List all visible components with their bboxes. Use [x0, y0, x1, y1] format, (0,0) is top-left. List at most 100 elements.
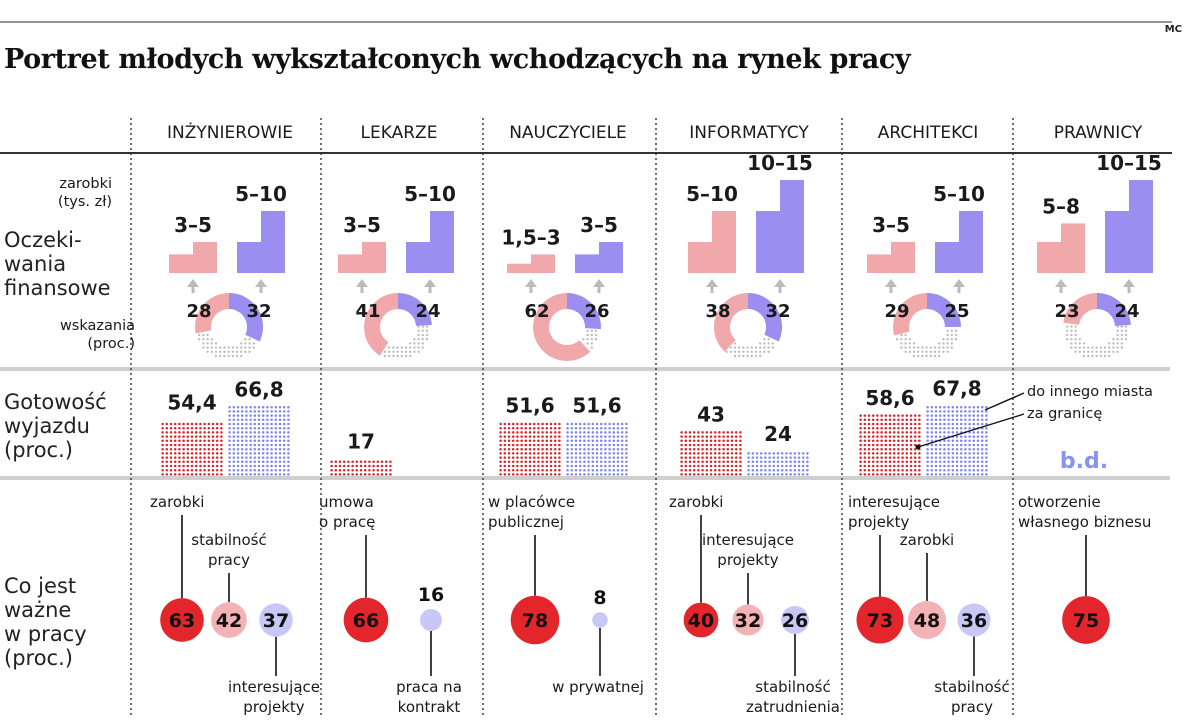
grid-dot	[558, 439, 561, 443]
grid-dot	[759, 473, 763, 476]
grid-dot	[236, 460, 240, 464]
grid-dot	[713, 473, 717, 476]
grid-dot	[376, 460, 380, 464]
grid-dot	[871, 452, 875, 455]
grid-dot	[270, 464, 273, 468]
donut-dot	[942, 342, 945, 345]
grid-dot	[566, 439, 569, 443]
grid-dot	[516, 460, 519, 464]
grid-dot	[980, 410, 984, 413]
donut-dot	[421, 325, 424, 328]
grid-dot	[976, 460, 980, 464]
grid-dot	[620, 468, 624, 472]
grid-dot	[274, 422, 278, 426]
donut-dot	[206, 346, 209, 349]
grid-dot	[747, 452, 750, 455]
grid-dot	[257, 431, 261, 434]
grid-dot	[591, 439, 595, 443]
grid-dot	[739, 431, 742, 434]
grid-dot	[253, 414, 257, 417]
grid-dot	[591, 431, 595, 434]
grid-dot	[194, 456, 198, 459]
importance-label: praca na kontrakt	[396, 678, 462, 716]
donut-dot	[767, 346, 770, 349]
grid-dot	[532, 435, 536, 438]
grid-dot	[884, 435, 888, 438]
grid-dot	[697, 468, 700, 472]
grid-dot	[524, 426, 528, 430]
grid-dot	[583, 464, 586, 468]
grid-dot	[951, 410, 955, 413]
grid-dot	[951, 418, 955, 422]
donut-dot	[231, 350, 234, 353]
donut-dot	[210, 346, 213, 349]
grid-dot	[520, 435, 523, 438]
grid-dot	[701, 464, 704, 468]
donut-dot	[1074, 325, 1077, 328]
grid-dot	[215, 473, 219, 476]
grid-dot	[186, 468, 190, 472]
donut-dot	[206, 333, 209, 337]
grid-dot	[859, 422, 862, 426]
grid-dot	[759, 464, 763, 468]
grid-dot	[780, 452, 784, 455]
grid-dot	[718, 447, 721, 451]
grid-dot	[215, 443, 219, 447]
grid-dot	[901, 460, 904, 464]
grid-dot	[566, 456, 569, 459]
grid-dot	[599, 456, 603, 459]
grid-dot	[867, 435, 871, 438]
grid-dot	[591, 464, 595, 468]
grid-dot	[972, 473, 976, 476]
grid-dot	[620, 422, 624, 426]
grid-dot	[245, 410, 248, 413]
grid-dot	[266, 431, 269, 434]
grid-dot	[897, 456, 900, 459]
grid-dot	[278, 405, 282, 409]
grid-dot	[236, 468, 240, 472]
grid-dot	[266, 435, 269, 438]
grid-dot	[801, 456, 805, 459]
grid-dot	[701, 431, 704, 434]
grid-dot	[697, 443, 700, 447]
grid-dot	[165, 473, 169, 476]
donut-dot	[388, 354, 391, 358]
grid-dot	[859, 447, 862, 451]
grid-dot	[692, 435, 696, 438]
grid-dot	[389, 464, 392, 468]
grid-dot	[236, 443, 240, 447]
donut-dot	[214, 346, 218, 349]
grid-dot	[776, 460, 780, 464]
grid-dot	[859, 426, 862, 430]
grid-dot	[863, 443, 867, 447]
grid-dot	[186, 473, 190, 476]
grid-dot	[161, 439, 164, 443]
donut-dot	[404, 350, 408, 353]
grid-dot	[892, 460, 896, 464]
grid-dot	[972, 464, 976, 468]
grid-dot	[871, 426, 875, 430]
grid-dot	[768, 460, 771, 464]
grid-dot	[985, 422, 988, 426]
grid-dot	[599, 426, 603, 430]
earnings-bar-a-low	[169, 254, 193, 273]
grid-dot	[697, 460, 700, 464]
grid-dot	[801, 468, 805, 472]
grid-dot	[549, 447, 553, 451]
grid-dot	[266, 447, 269, 451]
grid-dot	[161, 426, 164, 430]
grid-dot	[178, 464, 181, 468]
grid-dot	[507, 452, 511, 455]
grid-dot	[612, 447, 616, 451]
grid-dot	[934, 435, 938, 438]
donut-dot	[590, 329, 593, 332]
grid-dot	[599, 473, 603, 476]
grid-dot	[616, 426, 620, 430]
donut-dot	[750, 350, 753, 353]
grid-dot	[599, 460, 603, 464]
grid-dot	[545, 460, 549, 464]
grid-dot	[380, 464, 384, 468]
grid-dot	[734, 443, 738, 447]
grid-dot	[203, 431, 206, 434]
grid-dot	[976, 414, 980, 417]
